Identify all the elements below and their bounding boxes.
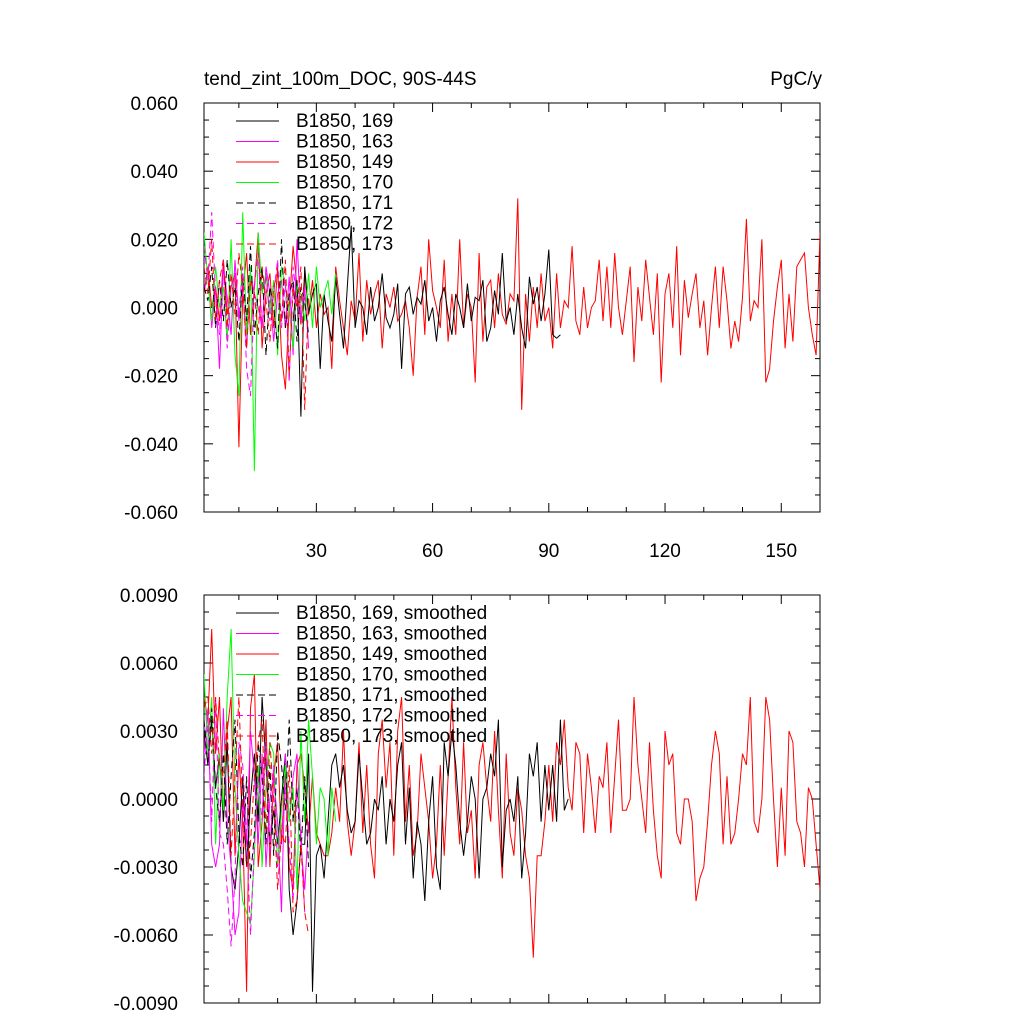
y-tick-label: 0.0000 (120, 790, 178, 811)
bottom-panel: -0.0090 -0.0060 -0.0030 0.0000 0.0030 0.0060 0… (114, 586, 821, 1015)
y-tick-label: 0.020 (130, 230, 178, 251)
legend-label: B1850, 163, smoothed (296, 624, 487, 645)
plot-title: tend_zint_100m_DOC, 90S-44S (204, 69, 477, 90)
y-tick-label: 0.000 (130, 299, 178, 320)
series-line-6 (204, 212, 306, 397)
y-tick-label: 0.0060 (120, 654, 178, 675)
legend-label: B1850, 173, smoothed (296, 726, 487, 747)
series-group (204, 198, 820, 472)
series-line-7 (204, 239, 310, 410)
units-label: PgC/y (770, 69, 822, 90)
legend-label: B1850, 170, smoothed (296, 665, 487, 686)
x-tick-label: 30 (306, 541, 327, 562)
top-panel: -0.060 -0.040 -0.020 0.000 0.020 0.040 0.060 30… (124, 94, 821, 562)
series-line-1 (204, 696, 569, 992)
legend-label: B1850, 170 (296, 173, 393, 194)
legend-label: B1850, 149, smoothed (296, 644, 487, 665)
series-line-6 (204, 696, 306, 947)
legend-label: B1850, 172 (296, 214, 393, 235)
legend-label: B1850, 169, smoothed (296, 603, 487, 624)
x-tick-label: 120 (649, 541, 681, 562)
series-line-5 (204, 708, 310, 879)
legend-label: B1850, 149 (296, 152, 393, 173)
legend-label: B1850, 171 (296, 193, 393, 214)
legend-label: B1850, 163 (296, 132, 393, 153)
y-tick-label: -0.040 (124, 435, 178, 456)
legend-label: B1850, 169 (296, 111, 393, 132)
legend-label: B1850, 171, smoothed (296, 685, 487, 706)
y-tick-label: 0.060 (130, 94, 178, 115)
series-group (204, 628, 820, 992)
legend-label: B1850, 173 (296, 234, 393, 255)
series-line-7 (204, 696, 310, 936)
y-tick-label: -0.0060 (114, 926, 178, 947)
y-tick-label: -0.0090 (114, 994, 178, 1015)
y-tick-label: -0.060 (124, 503, 178, 524)
series-line-1 (292, 225, 561, 417)
x-tick-label: 150 (765, 541, 797, 562)
y-tick-label: 0.0030 (120, 722, 178, 743)
y-tick-label: -0.0030 (114, 858, 178, 879)
series-line-2 (204, 239, 310, 369)
x-tick-label: 60 (422, 541, 443, 562)
y-tick-label: 0.040 (130, 162, 178, 183)
y-tick-label: 0.0090 (120, 586, 178, 607)
y-tick-label: -0.020 (124, 367, 178, 388)
x-tick-label: 90 (538, 541, 559, 562)
legend-label: B1850, 172, smoothed (296, 706, 487, 727)
